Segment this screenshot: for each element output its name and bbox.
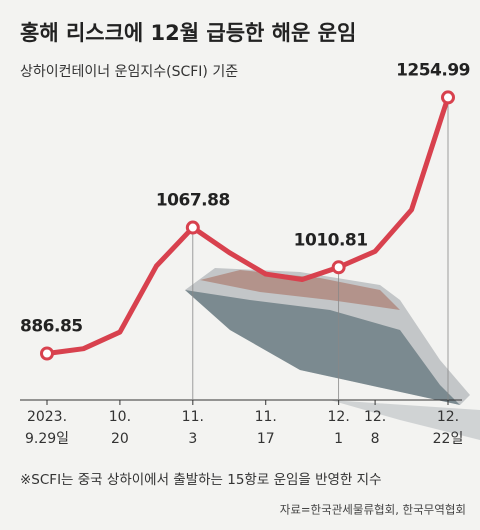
x-tick-label: 3 bbox=[188, 431, 197, 447]
data-label: 1254.99 bbox=[396, 60, 470, 80]
data-label: 1067.88 bbox=[156, 191, 230, 211]
source: 자료=한국관세물류협회, 한국무역협회 bbox=[280, 503, 466, 517]
chart-title: 홍해 리스크에 12월 급등한 해운 운임 bbox=[20, 21, 356, 45]
x-tick-label: 11. bbox=[182, 409, 204, 425]
ship-illustration bbox=[185, 268, 480, 440]
x-tick-label: 10. bbox=[109, 409, 131, 425]
x-tick-label: 1 bbox=[334, 431, 343, 447]
data-label: 886.85 bbox=[20, 316, 83, 336]
x-tick-label: 12. bbox=[364, 409, 386, 425]
x-tick-label: 20 bbox=[111, 431, 129, 447]
series-line bbox=[46, 96, 451, 356]
x-tick-label: 12. bbox=[328, 409, 350, 425]
footnote: ※SCFI는 중국 상하이에서 출발하는 15항로 운임을 반영한 지수 bbox=[20, 472, 382, 488]
point-marker bbox=[441, 90, 455, 105]
x-tick-label: 11. bbox=[255, 409, 277, 425]
x-tick-label: 9.29일 bbox=[25, 431, 69, 447]
data-label: 1010.81 bbox=[294, 230, 368, 250]
chart-subtitle: 상하이컨테이너 운임지수(SCFI) 기준 bbox=[20, 64, 238, 80]
point-marker bbox=[185, 220, 200, 235]
point-marker bbox=[331, 260, 346, 275]
x-tick-label: 17 bbox=[257, 431, 275, 447]
x-tick-label: 22일 bbox=[433, 431, 464, 447]
x-tick-label: 2023. bbox=[27, 409, 67, 425]
point-marker bbox=[40, 346, 54, 361]
x-tick-label: 12. bbox=[437, 409, 459, 425]
x-tick-label: 8 bbox=[371, 431, 380, 447]
